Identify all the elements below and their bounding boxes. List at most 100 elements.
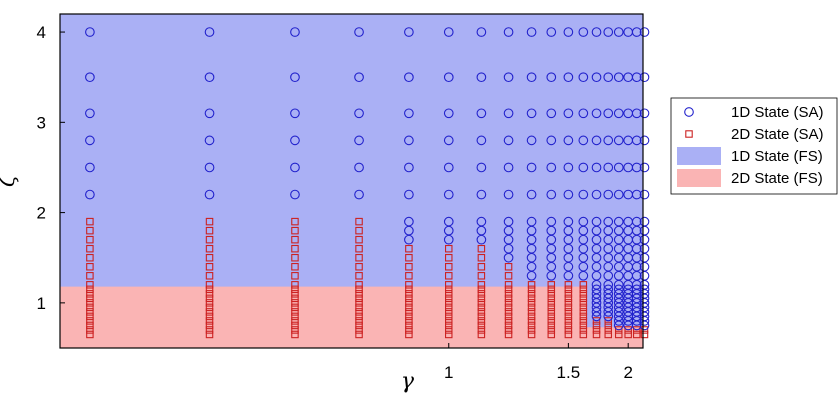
- marker-2d-sa: [291, 272, 299, 280]
- marker-1d-sa: [476, 27, 487, 37]
- marker-2d-sa: [291, 217, 299, 226]
- marker-2d-sa: [445, 290, 453, 298]
- marker-2d-sa: [355, 326, 363, 334]
- marker-1d-sa: [85, 162, 95, 173]
- marker-2d-sa: [579, 317, 588, 325]
- marker-2d-sa: [405, 299, 413, 307]
- marker-2d-sa: [405, 326, 413, 334]
- marker-2d-sa: [477, 263, 486, 271]
- marker-1d-sa: [476, 189, 487, 200]
- marker-2d-sa: [504, 285, 513, 294]
- marker-2d-sa: [504, 281, 513, 289]
- legend-square-icon: [685, 130, 693, 138]
- marker-2d-sa: [445, 308, 453, 316]
- marker-2d-sa: [355, 330, 363, 339]
- legend-label: 2D State (SA): [731, 126, 824, 143]
- marker-2d-sa: [355, 263, 363, 271]
- marker-2d-sa: [445, 303, 453, 312]
- marker-1d-sa: [290, 189, 300, 200]
- marker-2d-sa: [624, 330, 632, 339]
- marker-2d-sa: [504, 317, 513, 325]
- marker-1d-sa: [503, 189, 514, 200]
- marker-2d-sa: [592, 321, 601, 330]
- marker-2d-sa: [86, 253, 94, 262]
- marker-2d-sa: [564, 312, 573, 321]
- marker-1d-sa: [563, 108, 574, 119]
- marker-2d-sa: [86, 226, 94, 235]
- marker-2d-sa: [405, 308, 413, 316]
- marker-2d-sa: [205, 290, 214, 298]
- marker-1d-sa: [404, 27, 414, 37]
- marker-1d-sa: [354, 72, 364, 83]
- x-tick-label: 1: [444, 363, 453, 382]
- marker-2d-sa: [564, 330, 573, 339]
- marker-2d-sa: [86, 263, 94, 271]
- marker-2d-sa: [564, 303, 573, 312]
- marker-1d-sa: [476, 108, 487, 119]
- marker-1d-sa: [603, 108, 614, 119]
- marker-2d-sa: [86, 285, 94, 294]
- marker-2d-sa: [86, 330, 94, 339]
- marker-1d-sa: [591, 284, 602, 295]
- marker-2d-sa: [355, 217, 363, 226]
- marker-2d-sa: [86, 299, 94, 307]
- marker-1d-sa: [563, 162, 574, 173]
- marker-2d-sa: [405, 281, 413, 289]
- marker-2d-sa: [291, 330, 299, 339]
- marker-1d-sa: [443, 72, 454, 83]
- y-axis-label: ζ: [0, 173, 20, 187]
- marker-2d-sa: [477, 317, 486, 325]
- marker-2d-sa: [205, 330, 214, 339]
- marker-1d-sa: [476, 72, 487, 83]
- marker-1d-sa: [290, 27, 300, 37]
- marker-2d-sa: [445, 244, 453, 253]
- marker-2d-sa: [86, 303, 94, 312]
- marker-2d-sa: [564, 326, 573, 334]
- y-tick-label: 1: [37, 294, 46, 313]
- marker-2d-sa: [205, 217, 214, 226]
- marker-2d-sa: [355, 226, 363, 235]
- marker-1d-sa: [476, 216, 487, 227]
- marker-2d-sa: [205, 312, 214, 321]
- marker-1d-sa: [85, 27, 95, 37]
- marker-1d-sa: [443, 189, 454, 200]
- marker-2d-sa: [405, 312, 413, 321]
- marker-2d-sa: [579, 294, 588, 303]
- marker-2d-sa: [445, 253, 453, 262]
- marker-2d-sa: [504, 299, 513, 307]
- marker-1d-sa: [290, 72, 300, 83]
- marker-2d-sa: [477, 303, 486, 312]
- marker-2d-sa: [205, 321, 214, 330]
- marker-2d-sa: [291, 326, 299, 334]
- marker-1d-sa: [578, 162, 589, 173]
- marker-2d-sa: [405, 321, 413, 330]
- marker-2d-sa: [592, 330, 601, 339]
- marker-2d-sa: [614, 330, 623, 339]
- marker-1d-sa: [631, 72, 642, 83]
- marker-2d-sa: [205, 272, 214, 280]
- marker-1d-sa: [526, 27, 537, 37]
- marker-2d-sa: [86, 244, 94, 253]
- marker-2d-sa: [405, 253, 413, 262]
- marker-2d-sa: [504, 308, 513, 316]
- marker-2d-sa: [527, 326, 536, 334]
- marker-2d-sa: [205, 294, 214, 303]
- marker-2d-sa: [355, 303, 363, 312]
- marker-2d-sa: [86, 308, 94, 316]
- x-axis-label: γ: [401, 369, 415, 394]
- marker-1d-sa: [476, 135, 487, 146]
- marker-1d-sa: [591, 189, 602, 200]
- marker-2d-sa: [205, 263, 214, 271]
- marker-1d-sa: [563, 189, 574, 200]
- marker-1d-sa: [578, 108, 589, 119]
- marker-2d-sa: [86, 317, 94, 325]
- marker-2d-sa: [86, 281, 94, 289]
- marker-1d-sa: [631, 27, 642, 37]
- marker-2d-sa: [604, 317, 612, 325]
- marker-2d-sa: [445, 326, 453, 334]
- marker-1d-sa: [631, 135, 642, 146]
- marker-2d-sa: [592, 326, 601, 334]
- marker-2d-sa: [604, 330, 612, 339]
- plot-area: [60, 14, 643, 348]
- plot-frame: [59, 13, 644, 349]
